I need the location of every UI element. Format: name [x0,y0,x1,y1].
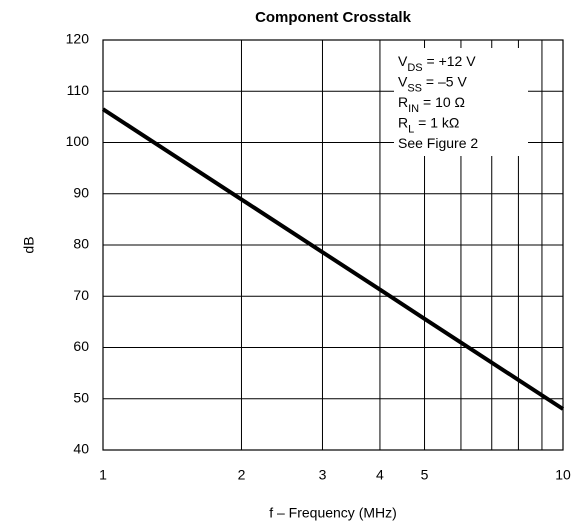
y-tick-label: 100 [66,133,90,149]
annotation-text: R [398,94,408,110]
y-tick-label: 80 [73,236,89,252]
annotation-text: = 1 kΩ [414,114,459,130]
x-tick-label: 1 [99,467,107,483]
annotation: VSS = –5 V [398,73,467,94]
annotation-text: See Figure 2 [398,135,478,151]
x-axis-label: f – Frequency (MHz) [269,505,397,521]
x-tick-label: 3 [319,467,327,483]
y-tick-label: 50 [73,389,89,405]
annotation-text: R [398,114,408,130]
annotation: VDS = +12 V [398,53,476,74]
x-tick-label: 5 [421,467,429,483]
annotation: See Figure 2 [398,135,478,151]
y-tick-label: 90 [73,184,89,200]
annotation-subscript: IN [408,103,419,115]
annotation-subscript: DS [407,62,422,74]
annotation: RL = 1 kΩ [398,114,459,135]
y-axis-label: dB [21,236,37,253]
annotation-text: = 10 Ω [419,94,465,110]
y-tick-label: 60 [73,338,89,354]
y-tick-label: 40 [73,441,89,457]
y-tick-label: 70 [73,287,89,303]
x-tick-label: 10 [555,467,571,483]
annotation-subscript: L [408,123,414,135]
annotation: RIN = 10 Ω [398,94,465,115]
annotation-subscript: SS [407,82,422,94]
annotation-text: V [398,53,408,69]
line-series [101,107,565,411]
annotation-background [394,48,528,156]
annotation-text: = +12 V [423,53,477,69]
x-tick-label: 4 [376,467,384,483]
plot-frame [102,39,564,451]
x-tick-label: 2 [238,467,246,483]
annotation-text: = –5 V [422,73,467,89]
y-tick-label: 110 [67,82,90,98]
y-tick-label: 120 [66,31,90,47]
annotation-text: V [398,73,408,89]
chart-title: Component Crosstalk [255,9,412,26]
